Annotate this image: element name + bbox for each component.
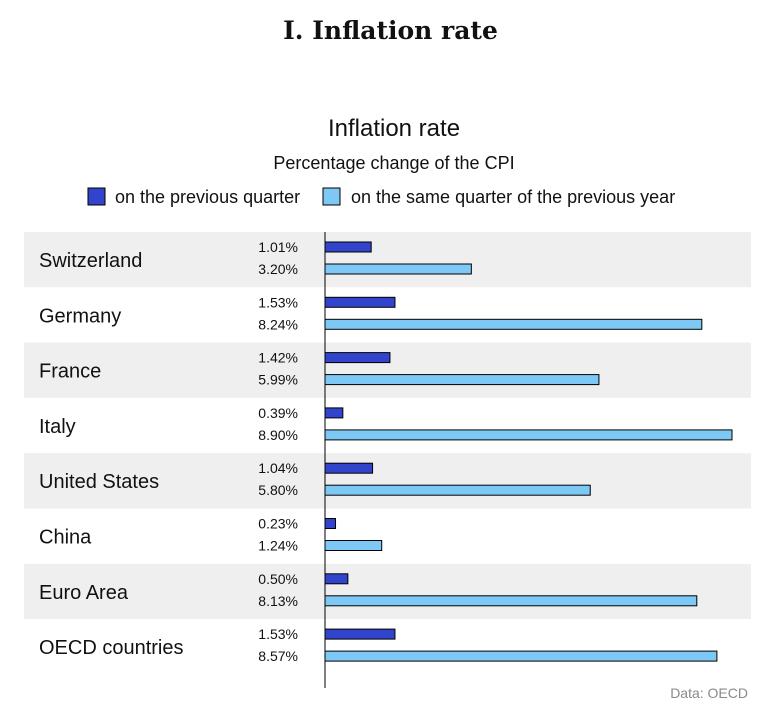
row-band xyxy=(24,287,751,343)
data-label: 1.53% xyxy=(258,626,298,642)
data-label: 0.50% xyxy=(258,571,298,587)
country-row: OECD countries 1.53% 8.57% xyxy=(39,626,718,664)
chart-rows: Switzerland 1.01% 3.20% Germany 1.53% 8.24% Fr… xyxy=(39,239,733,664)
data-label: 1.53% xyxy=(258,294,298,310)
country-label: OECD countries xyxy=(39,637,184,659)
country-label: Italy xyxy=(39,416,76,438)
row-band xyxy=(24,342,751,398)
bar-previous-year xyxy=(324,318,703,330)
data-label: 5.99% xyxy=(258,372,298,388)
country-label: Switzerland xyxy=(39,250,142,272)
legend-swatch-1 xyxy=(87,187,106,206)
data-label: 0.23% xyxy=(258,516,298,532)
data-label: 8.13% xyxy=(258,593,298,609)
country-label: Euro Area xyxy=(39,582,129,604)
legend-swatch-2 xyxy=(322,187,341,206)
row-band xyxy=(24,453,751,509)
country-row: United States 1.04% 5.80% xyxy=(39,460,591,498)
row-band xyxy=(24,232,751,288)
bar-previous-quarter xyxy=(324,407,344,419)
country-label: France xyxy=(39,361,101,383)
row-bands xyxy=(24,232,751,675)
chart-title: Inflation rate xyxy=(328,115,460,142)
country-row: France 1.42% 5.99% xyxy=(39,350,600,388)
data-label: 8.57% xyxy=(258,648,298,664)
bar-previous-quarter xyxy=(324,573,349,585)
bar-previous-quarter xyxy=(324,628,396,640)
bar-previous-quarter xyxy=(324,296,396,308)
legend: on the previous quarter on the same quart… xyxy=(87,187,675,207)
country-row: China 0.23% 1.24% xyxy=(39,516,383,554)
row-band xyxy=(24,397,751,454)
data-label: 1.04% xyxy=(258,460,298,476)
bar-previous-quarter xyxy=(324,352,391,364)
bar-previous-year xyxy=(324,595,698,607)
country-label: China xyxy=(39,527,92,549)
data-label: 8.24% xyxy=(258,316,298,332)
data-label: 8.90% xyxy=(258,427,298,443)
data-label: 3.20% xyxy=(258,261,298,277)
bar-previous-quarter xyxy=(324,241,372,253)
row-band xyxy=(24,563,751,620)
data-label: 5.80% xyxy=(258,482,298,498)
row-band xyxy=(24,619,751,675)
source-note: Data: OECD xyxy=(670,685,748,701)
row-band xyxy=(24,508,751,564)
page-heading: I. Inflation rate xyxy=(283,16,498,45)
data-label: 1.01% xyxy=(258,239,298,255)
legend-label-2: on the same quarter of the previous year xyxy=(351,187,675,207)
bar-previous-year xyxy=(324,650,718,662)
country-row: Switzerland 1.01% 3.20% xyxy=(39,239,472,277)
legend-label-1: on the previous quarter xyxy=(115,187,300,207)
country-row: Euro Area 0.50% 8.13% xyxy=(39,571,698,609)
bar-previous-quarter xyxy=(324,518,337,529)
data-label: 1.24% xyxy=(258,538,298,554)
country-row: Italy 0.39% 8.90% xyxy=(39,405,733,443)
bar-previous-year xyxy=(324,484,591,496)
bar-previous-year xyxy=(324,374,600,386)
data-label: 0.39% xyxy=(258,405,298,421)
country-label: United States xyxy=(39,471,159,493)
bar-previous-year xyxy=(324,540,383,551)
bar-previous-quarter xyxy=(324,462,374,474)
chart-subtitle: Percentage change of the CPI xyxy=(273,153,514,173)
data-label: 1.42% xyxy=(258,350,298,366)
bar-previous-year xyxy=(324,429,733,441)
bar-previous-year xyxy=(324,263,472,275)
country-label: Germany xyxy=(39,305,121,327)
